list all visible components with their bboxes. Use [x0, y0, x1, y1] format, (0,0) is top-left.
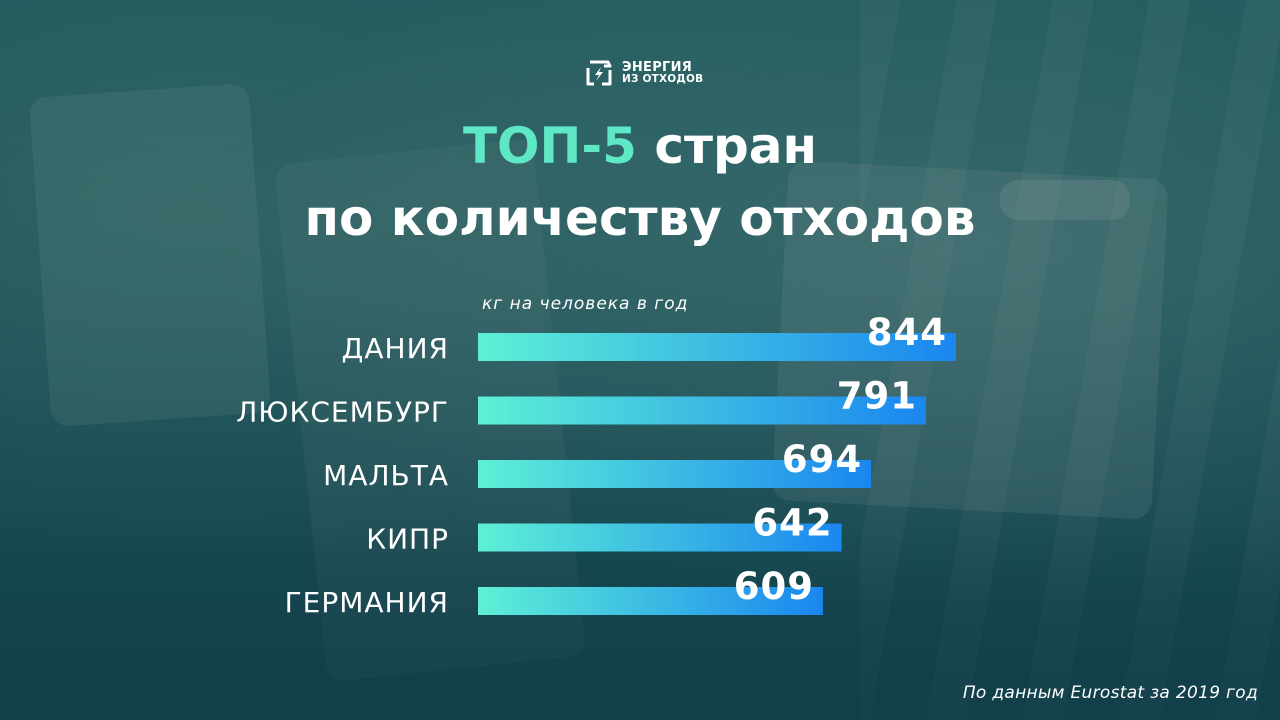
bar-2 [478, 396, 927, 425]
title-accent: ТОП-5 [462, 117, 637, 175]
bars-group: ДАНИЯ 844 ЛЮКСЕМБУРГ 791 МАЛЬТА 694 КИПР 642 ГЕР… [236, 311, 957, 619]
value-label-2: 791 [837, 375, 917, 418]
category-label-3: МАЛЬТА [323, 459, 449, 492]
category-label-2: ЛЮКСЕМБУРГ [236, 396, 449, 429]
source-note: По данным Eurostat за 2019 год [962, 683, 1258, 703]
chart-unit-label: кг на человека в год [482, 294, 689, 314]
title-line1-rest: стран [636, 117, 818, 175]
brand-logo: ЭНЕРГИЯ ИЗ ОТХОДОВ [584, 58, 703, 88]
value-label-5: 609 [734, 565, 814, 608]
chart-title-line1: ТОП-5 стран [0, 121, 1280, 171]
category-label-1: ДАНИЯ [342, 332, 449, 365]
chart-title-line2: по количеству отходов [304, 189, 976, 247]
logo-line1: ЭНЕРГИЯ [622, 59, 693, 75]
bar-4 [478, 523, 842, 552]
logo-text: ЭНЕРГИЯ ИЗ ОТХОДОВ [622, 61, 703, 86]
category-label-5: ГЕРМАНИЯ [285, 586, 449, 619]
logo-line2: ИЗ ОТХОДОВ [622, 73, 704, 86]
category-label-4: КИПР [366, 523, 449, 556]
bar-5 [478, 587, 823, 615]
value-label-3: 694 [782, 438, 862, 481]
value-label-1: 844 [867, 311, 947, 354]
value-label-4: 642 [752, 502, 832, 545]
bar-3 [478, 460, 872, 488]
recycle-bolt-icon [584, 58, 614, 88]
bar-1 [478, 333, 957, 361]
